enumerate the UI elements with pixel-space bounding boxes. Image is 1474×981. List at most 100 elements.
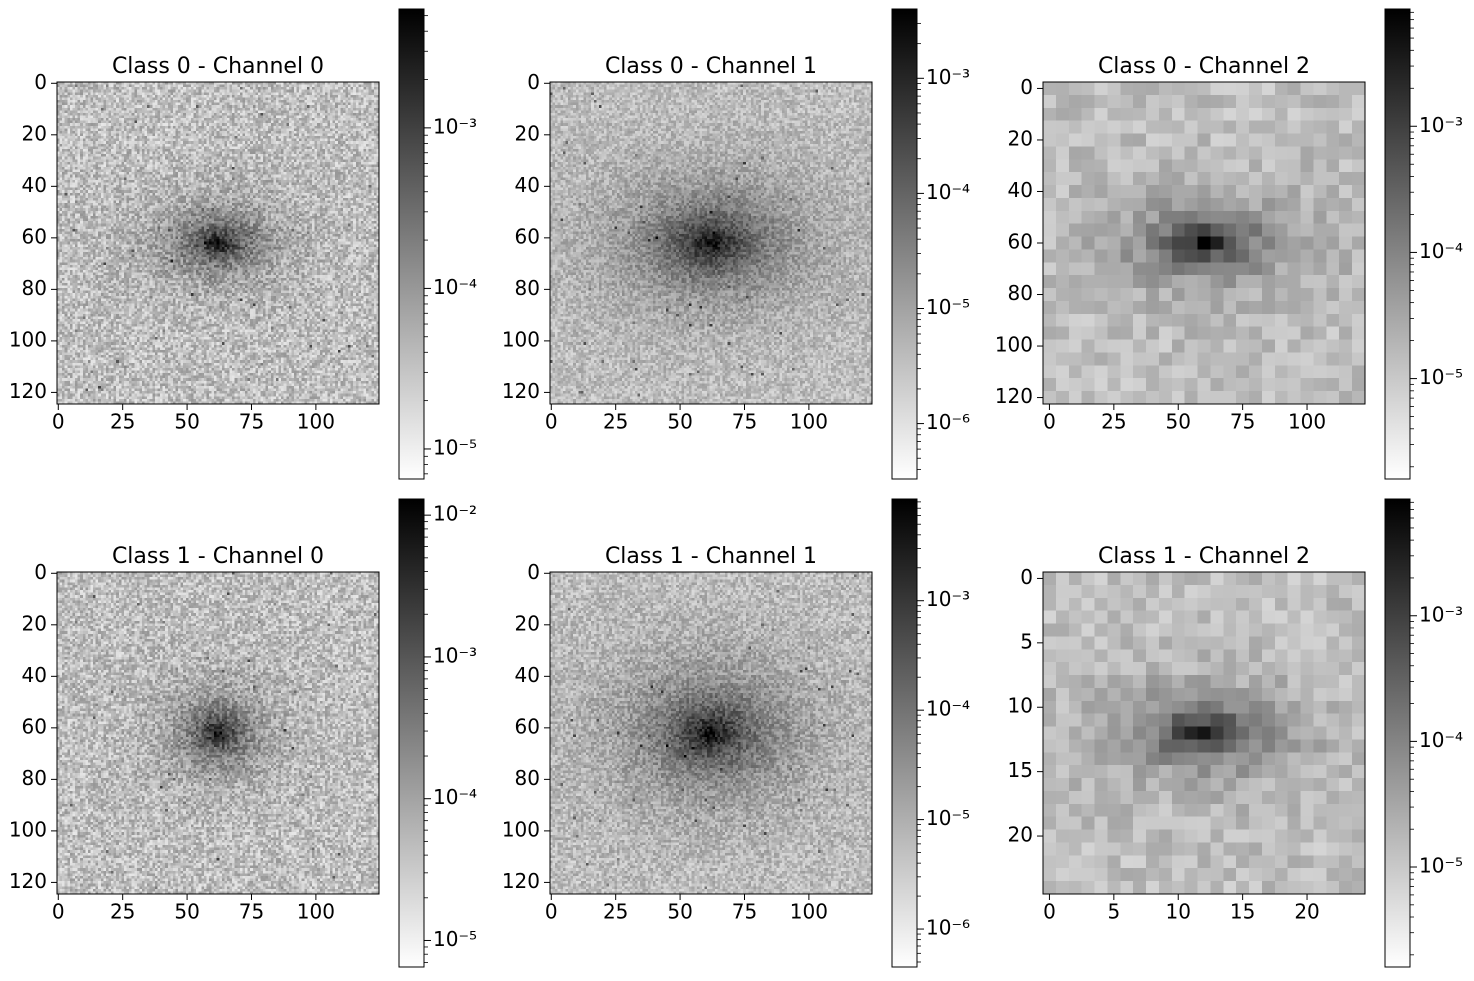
colorbar (1384, 498, 1411, 968)
colorbar-tick-label: 10⁻⁵ (433, 435, 477, 459)
x-tick-label: 0 (52, 900, 65, 924)
y-tick-label: 0 (34, 560, 47, 584)
y-tick-label: 5 (1020, 629, 1033, 653)
colorbar (398, 498, 425, 968)
colorbar-tick-label: 10⁻⁴ (1419, 239, 1463, 263)
y-tick-label: 100 (502, 817, 540, 841)
y-tick-label: 60 (515, 714, 540, 738)
y-tick-label: 100 (9, 817, 47, 841)
subplot-1: Class 0 - Channel 1 0 25 50 75 100 0 20 40 60 80 10… (502, 8, 970, 480)
colorbar-tick-label: 10⁻³ (433, 114, 477, 138)
colorbar-tick-label: 10⁻⁵ (433, 927, 477, 951)
heatmap-image (57, 572, 379, 894)
y-tick-label: 80 (1008, 281, 1033, 305)
y-tick-label: 120 (502, 869, 540, 893)
x-tick-label: 25 (603, 410, 628, 434)
x-tick-label: 10 (1166, 900, 1191, 924)
panel-title: Class 1 - Channel 0 (112, 544, 324, 569)
x-tick-label: 5 (1107, 900, 1120, 924)
x-tick-label: 100 (790, 410, 828, 434)
colorbar (398, 8, 425, 480)
y-tick-label: 0 (34, 70, 47, 94)
y-tick-label: 80 (515, 766, 540, 790)
panel-title: Class 0 - Channel 0 (112, 54, 324, 79)
colorbar-tick-label: 10⁻³ (926, 65, 970, 89)
y-tick-label: 20 (515, 121, 540, 145)
colorbar-tick-label: 10⁻³ (433, 643, 477, 667)
heatmap-image (550, 572, 872, 894)
x-tick-label: 50 (667, 900, 692, 924)
x-tick-label: 0 (1043, 410, 1056, 434)
colorbar-tick-label: 10⁻⁴ (433, 275, 477, 299)
colorbar-tick-label: 10⁻⁴ (1419, 728, 1463, 752)
y-tick-label: 40 (515, 663, 540, 687)
x-tick-label: 0 (52, 410, 65, 434)
y-tick-label: 20 (515, 611, 540, 635)
x-tick-label: 15 (1230, 900, 1255, 924)
y-tick-label: 60 (515, 224, 540, 248)
x-tick-label: 75 (239, 410, 264, 434)
x-tick-label: 50 (667, 410, 692, 434)
y-tick-label: 20 (22, 611, 47, 635)
colorbar-tick-label: 10⁻⁵ (1419, 365, 1463, 389)
panel-title: Class 0 - Channel 2 (1098, 54, 1310, 79)
colorbar (891, 8, 918, 480)
colorbar-tick-label: 10⁻⁵ (926, 295, 970, 319)
subplot-2: Class 0 - Channel 2 0 25 50 75 100 0 20 40 60 80 10… (995, 8, 1463, 480)
y-tick-label: 20 (1008, 126, 1033, 150)
y-tick-label: 100 (9, 327, 47, 351)
colorbar (1384, 8, 1411, 480)
axes-frame (549, 81, 873, 405)
y-tick-label: 40 (1008, 178, 1033, 202)
y-tick-label: 120 (9, 379, 47, 403)
colorbar-tick-label: 10⁻⁵ (1419, 854, 1463, 878)
axes-frame (549, 571, 873, 895)
x-tick-label: 75 (1230, 410, 1255, 434)
x-tick-label: 50 (174, 410, 199, 434)
x-tick-label: 25 (110, 410, 135, 434)
x-tick-label: 0 (1043, 900, 1056, 924)
x-tick-label: 50 (174, 900, 199, 924)
y-tick-label: 40 (515, 173, 540, 197)
x-tick-label: 25 (110, 900, 135, 924)
subplot-3: Class 1 - Channel 0 0 25 50 75 100 0 20 40 60 80 10… (9, 498, 477, 968)
y-tick-label: 120 (995, 384, 1033, 408)
subplot-4: Class 1 - Channel 1 0 25 50 75 100 0 20 40 60 80 10… (502, 498, 970, 968)
heatmap-image (57, 82, 379, 404)
colorbar-tick-label: 10⁻⁵ (926, 806, 970, 830)
heatmap-image (1043, 572, 1365, 894)
y-tick-label: 10 (1008, 694, 1033, 718)
x-tick-label: 0 (545, 900, 558, 924)
colorbar-tick-label: 10⁻⁴ (926, 697, 970, 721)
y-tick-label: 120 (502, 379, 540, 403)
y-tick-label: 15 (1008, 758, 1033, 782)
colorbar-tick-label: 10⁻³ (1419, 602, 1463, 626)
x-tick-label: 100 (790, 900, 828, 924)
x-tick-label: 100 (1288, 410, 1326, 434)
y-tick-label: 80 (22, 276, 47, 300)
colorbar-tick-label: 10⁻⁶ (926, 916, 970, 940)
axes-frame (56, 571, 380, 895)
subplot-0: Class 0 - Channel 0 0 25 50 75 100 0 20 40 60 80 10… (9, 8, 477, 480)
x-tick-label: 100 (297, 900, 335, 924)
heatmap-image (550, 82, 872, 404)
y-tick-label: 80 (22, 766, 47, 790)
x-tick-label: 75 (732, 410, 757, 434)
y-tick-label: 0 (527, 560, 540, 584)
axes-frame (56, 81, 380, 405)
y-tick-label: 40 (22, 663, 47, 687)
x-tick-label: 0 (545, 410, 558, 434)
y-tick-label: 20 (1008, 823, 1033, 847)
colorbar-tick-label: 10⁻⁶ (926, 410, 970, 434)
x-tick-label: 50 (1166, 410, 1191, 434)
x-tick-label: 25 (1101, 410, 1126, 434)
colorbar-tick-label: 10⁻⁴ (433, 785, 477, 809)
x-tick-label: 75 (239, 900, 264, 924)
panel-title: Class 1 - Channel 1 (605, 544, 817, 569)
colorbar-tick-label: 10⁻² (433, 502, 477, 526)
y-tick-label: 120 (9, 869, 47, 893)
y-tick-label: 100 (995, 333, 1033, 357)
panel-title: Class 0 - Channel 1 (605, 54, 817, 79)
